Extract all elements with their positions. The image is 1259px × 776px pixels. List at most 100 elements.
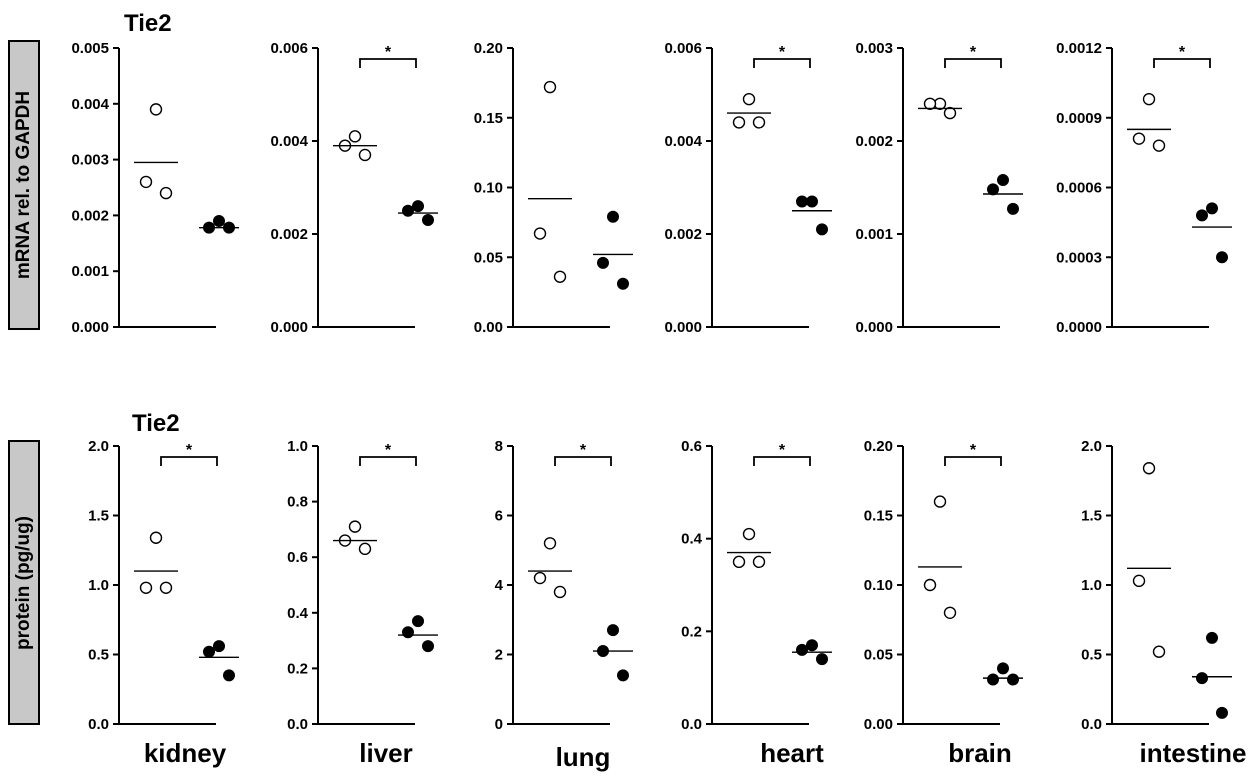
mrna-intestine-ytick-label: 0.0012 [1056,40,1102,57]
mrna-heart-ytick-label: 0.000 [664,319,702,336]
protein-liver-ytick-label: 0.8 [287,494,308,511]
mrna-intestine-ytick-label: 0.0000 [1056,319,1102,336]
protein-liver-group1-point [358,542,372,556]
mrna-kidney-group1-point [139,175,153,189]
mrna-intestine-significance-bracket [1153,58,1211,68]
mrna-intestine-group1-point [1142,92,1156,106]
organ-label-kidney: kidney [143,738,227,768]
protein-heart-significance-bracket [753,456,811,466]
mrna-heart-group2-point [806,195,818,208]
protein-heart-group1-point [732,555,746,569]
protein-heart-group1-point [752,555,766,569]
protein-heart-ytick-label: 0.4 [681,531,703,548]
protein-brain-group2-point [1007,673,1019,686]
protein-kidney-significance-bracket [160,456,218,466]
protein-intestine-group2-point [1206,631,1218,644]
mrna-kidney-ytick-label: 0.005 [71,40,109,57]
mrna-liver-group1-point [358,148,372,162]
mrna-brain-group1-point [943,106,957,120]
protein-intestine-group2-point [1216,706,1228,719]
mrna-liver-significance-bracket [359,58,417,68]
protein-brain-ytick-label: 0.00 [864,716,893,733]
protein-intestine-group1-point [1132,574,1146,588]
protein-kidney-group1-point [139,581,153,594]
protein-kidney-ytick-label: 2.0 [88,438,109,455]
protein-intestine-ytick-label: 1.5 [1081,508,1102,525]
mrna-heart-group1-point [732,116,746,129]
organ-label-heart: heart [760,738,824,768]
protein-kidney-ytick-label: 0.5 [88,647,109,664]
protein-heart-ytick-label: 0.0 [681,716,702,733]
mrna-lung-group1-point [533,227,547,240]
mrna-kidney-group1-point [149,103,163,116]
protein-heart-ytick-label: 0.6 [681,438,702,455]
protein-kidney-ytick-label: 1.5 [88,508,109,525]
protein-liver-group2-point [402,626,414,639]
mrna-intestine-ytick-label: 0.0006 [1056,180,1102,197]
protein-kidney-group2-point [213,640,225,653]
organ-label-lung: lung [555,742,611,772]
mrna-liver-ytick-label: 0.000 [270,319,308,336]
protein-brain-ytick-label: 0.05 [864,647,893,664]
protein-brain-group2-point [987,673,999,686]
protein-lung-group1-point [533,571,547,585]
protein-lung-significance-bracket [554,456,612,466]
protein-liver-significance-star: * [385,442,392,459]
protein-heart-group1-point [742,527,756,541]
mrna-liver-ytick-label: 0.006 [270,40,308,57]
mrna-lung-ytick-label: 0.10 [474,180,503,197]
mrna-lung-group1-point [553,270,567,283]
mrna-lung-group1-point [543,80,557,94]
protein-lung-ytick-label: 2 [495,647,503,664]
organ-label-brain: brain [948,738,1012,768]
mrna-heart-group2-point [816,223,828,236]
mrna-brain-group2-point [997,174,1009,187]
protein-lung-ytick-label: 0 [495,716,503,733]
protein-intestine-group2-point [1196,672,1208,685]
mrna-brain-ytick-label: 0.000 [855,319,893,336]
organ-label-intestine: intestine [1139,738,1247,768]
protein-heart-group2-point [796,643,808,656]
protein-liver-significance-bracket [359,456,417,466]
protein-lung-ytick-label: 6 [495,508,503,525]
mrna-intestine-group1-point [1152,139,1166,152]
protein-kidney-ytick-label: 1.0 [88,577,109,594]
mrna-lung-group2-point [597,256,609,269]
protein-lung-group1-point [543,537,557,550]
mrna-brain-significance-bracket [944,58,1002,68]
protein-brain-group1-point [943,606,957,619]
mrna-heart-ytick-label: 0.006 [664,40,702,57]
protein-kidney-significance-star: * [186,442,193,459]
mrna-liver-ytick-label: 0.002 [270,226,308,243]
mrna-lung-ytick-label: 0.00 [474,319,503,336]
mrna-kidney-ytick-label: 0.003 [71,152,109,169]
mrna-brain-ytick-label: 0.001 [855,226,893,243]
mrna-intestine-group2-point [1206,202,1218,215]
protein-liver-ytick-label: 0.2 [287,660,308,677]
mrna-lung-ytick-label: 0.20 [474,40,503,57]
mrna-kidney-ytick-label: 0.001 [71,263,109,280]
protein-liver-group2-point [422,640,434,653]
ylabel-box-mrna: mRNA rel. to GAPDH [8,40,40,330]
protein-liver-group2-point [412,615,424,628]
organ-label-liver: liver [359,738,413,768]
protein-brain-group1-point [923,578,937,592]
protein-liver-ytick-label: 0.6 [287,549,308,566]
mrna-heart-group1-point [742,92,756,106]
mrna-heart-group1-point [752,116,766,129]
protein-kidney-group2-point [223,669,235,682]
protein-intestine-ytick-label: 0.5 [1081,647,1102,664]
protein-kidney-ytick-label: 0.0 [88,716,109,733]
protein-kidney-group1-point [149,531,163,544]
mrna-brain-ytick-label: 0.002 [855,133,893,150]
mrna-intestine-group1-point [1132,132,1146,145]
protein-lung-ytick-label: 4 [495,577,504,594]
protein-intestine-group1-point [1152,645,1166,658]
mrna-lung-group2-point [607,210,619,223]
protein-brain-ytick-label: 0.10 [864,577,893,594]
mrna-liver-group2-point [402,204,414,217]
protein-heart-significance-star: * [779,442,786,459]
protein-liver-ytick-label: 0.4 [287,605,309,622]
